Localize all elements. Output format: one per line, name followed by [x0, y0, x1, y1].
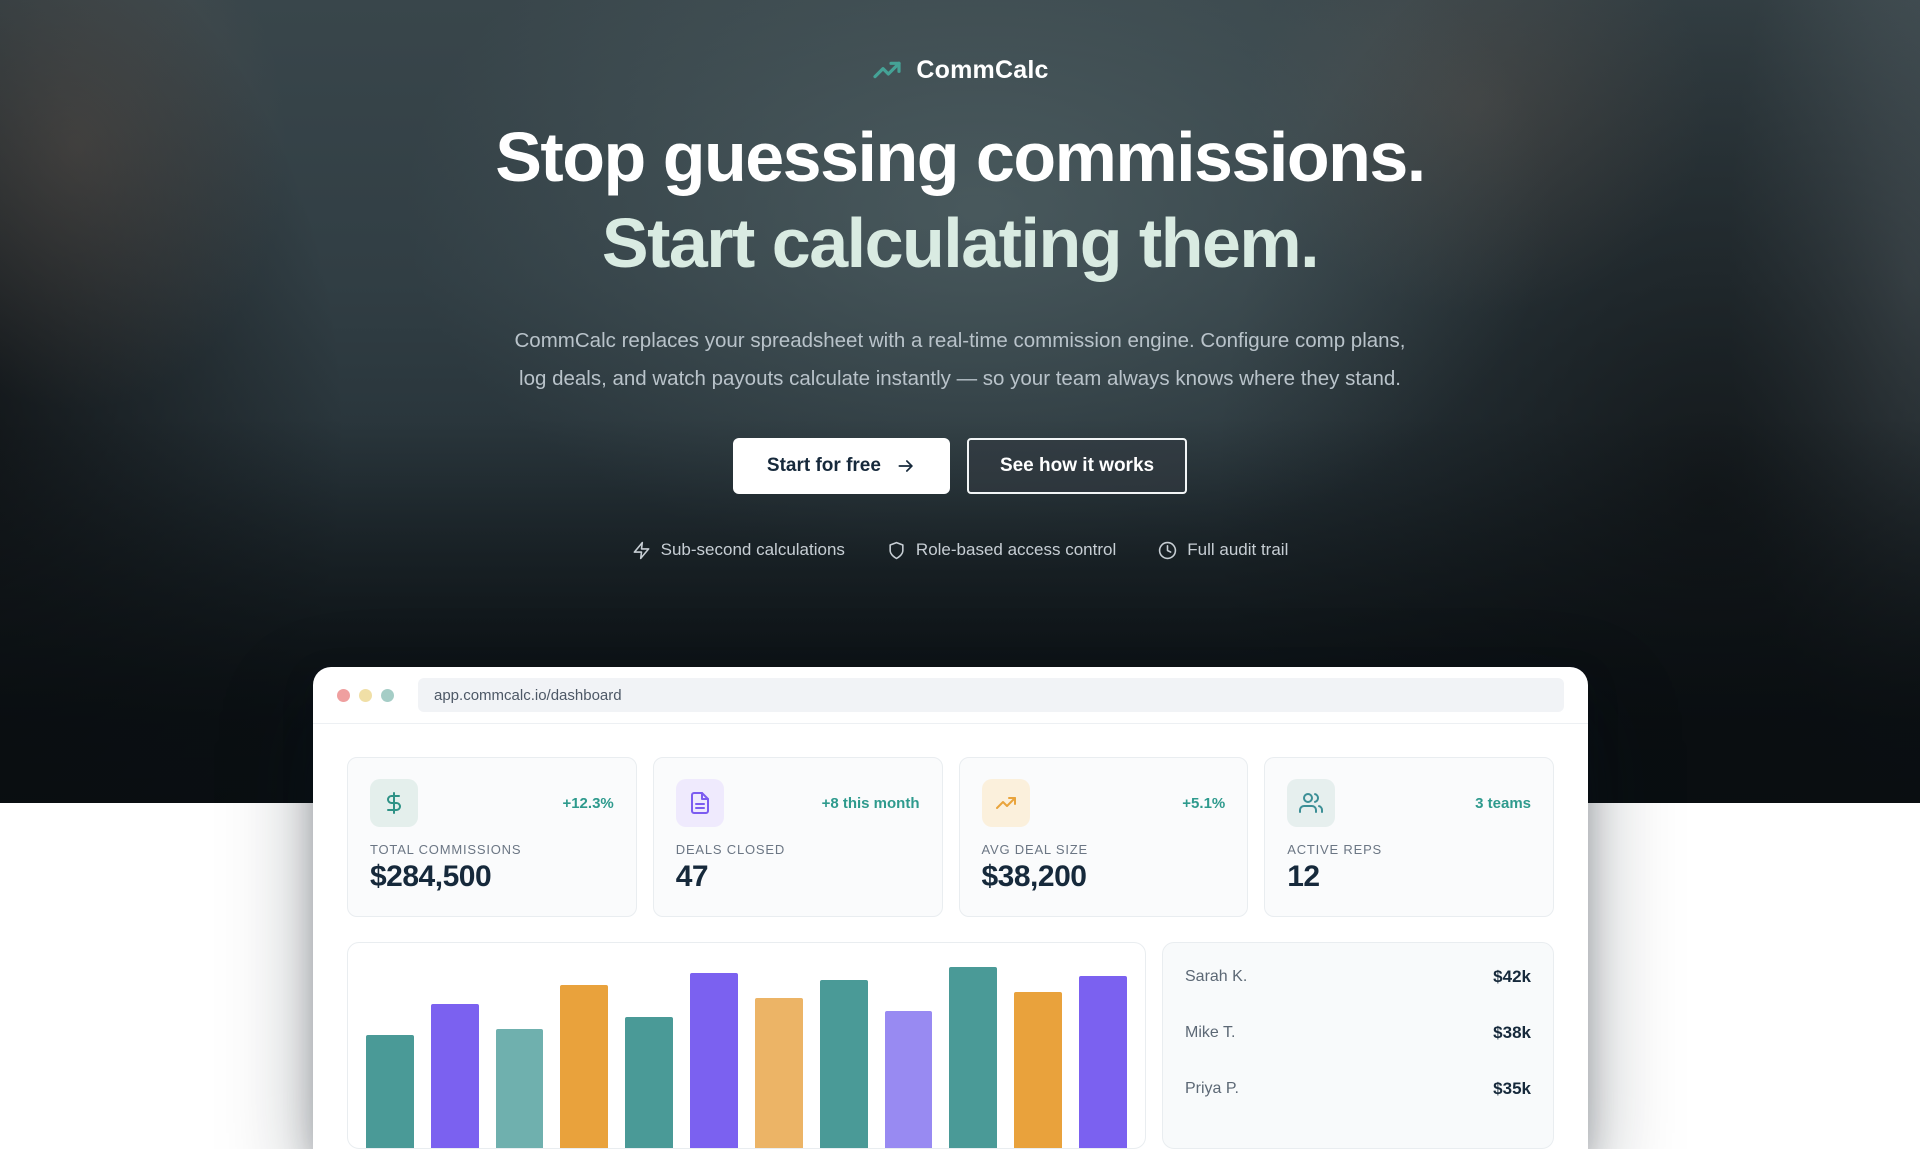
leaderboard-row: Priya P. $35k — [1185, 1061, 1531, 1117]
stat-card-top: +12.3% — [370, 779, 614, 827]
stat-card-top: +8 this month — [675, 779, 920, 827]
start-for-free-button[interactable]: Start for free — [732, 438, 950, 494]
stat-card-top: +5.1% — [981, 779, 1226, 827]
traffic-light-minimize-icon — [359, 688, 372, 702]
feature-list: Sub-second calculations Role-based acces… — [0, 540, 1920, 560]
brand-name: CommCalc — [916, 55, 1049, 84]
dashboard-mockup-window: app.commcalc.io/dashboard +12.3% TOTA — [313, 667, 1588, 1149]
stat-card-row: +12.3% TOTAL COMMISSIONS $284,500 — [347, 757, 1554, 917]
url-bar: app.commcalc.io/dashboard — [418, 678, 1564, 712]
stat-value: $284,500 — [370, 860, 492, 893]
browser-chrome: app.commcalc.io/dashboard — [313, 667, 1588, 724]
headline-line2: Start calculating them. — [601, 204, 1320, 282]
cta-row: Start for free See how it works — [0, 438, 1920, 494]
chart-bar — [690, 973, 738, 1148]
zap-icon — [633, 541, 650, 559]
leaderboard-row: Mike T. $38k — [1185, 1005, 1531, 1061]
stat-label: AVG DEAL SIZE — [981, 842, 1088, 857]
feature-sub-second: Sub-second calculations — [632, 540, 845, 560]
brand-logo[interactable]: CommCalc — [0, 54, 1920, 86]
arrow-right-icon — [898, 460, 913, 472]
hero-headline: Stop guessing commissions. Start calcula… — [0, 114, 1920, 286]
stat-change: +12.3% — [562, 794, 614, 812]
dashboard-content: +12.3% TOTAL COMMISSIONS $284,500 — [313, 724, 1588, 1149]
leaderboard-name: Sarah K. — [1185, 968, 1248, 985]
bar-chart — [366, 943, 1127, 1148]
traffic-lights — [337, 688, 394, 702]
stat-label: DEALS CLOSED — [675, 842, 786, 857]
stat-change: +5.1% — [1182, 794, 1226, 812]
stat-value: $38,200 — [981, 860, 1087, 893]
stat-card-avg-deal-size: +5.1% AVG DEAL SIZE $38,200 — [958, 757, 1249, 917]
leaderboard-value: $42k — [1493, 967, 1531, 986]
charts-row: Sarah K. $42k Mike T. $38k Priya P. $35k — [347, 942, 1554, 1149]
feature-audit-trail: Full audit trail — [1158, 540, 1288, 560]
users-icon — [1287, 779, 1336, 827]
chart-bar — [430, 1004, 479, 1148]
traffic-light-close-icon — [337, 688, 350, 702]
shield-icon — [889, 541, 904, 559]
chart-bar — [949, 967, 998, 1148]
stat-card-active-reps: 3 teams ACTIVE REPS 12 — [1264, 757, 1554, 917]
chart-bar — [625, 1017, 674, 1148]
hero-content: CommCalc Stop guessing commissions. Star… — [0, 0, 1920, 560]
bar-chart-card — [347, 942, 1146, 1149]
hero-subtitle: CommCalc replaces your spreadsheet with … — [514, 329, 1406, 390]
leaderboard-name: Priya P. — [1185, 1080, 1239, 1097]
document-icon — [675, 779, 724, 827]
feature-access-control: Role-based access control — [887, 540, 1116, 560]
see-how-it-works-button[interactable]: See how it works — [966, 438, 1188, 494]
stat-card-deals-closed: +8 this month DEALS CLOSED 47 — [652, 757, 943, 917]
headline-line1: Stop guessing commissions. — [495, 118, 1426, 196]
trending-up-icon — [981, 779, 1030, 827]
leaderboard-name: Mike T. — [1185, 1024, 1236, 1041]
traffic-light-expand-icon — [381, 688, 394, 702]
chart-bar — [1079, 976, 1127, 1148]
stat-change: 3 teams — [1475, 794, 1531, 812]
leaderboard-value: $38k — [1493, 1023, 1531, 1042]
leaderboard-card: Sarah K. $42k Mike T. $38k Priya P. $35k — [1162, 942, 1554, 1149]
stat-label: TOTAL COMMISSIONS — [370, 842, 522, 857]
stat-change: +8 this month — [821, 794, 920, 812]
chart-bar — [560, 985, 609, 1148]
chart-bar — [366, 1035, 414, 1148]
clock-icon — [1159, 541, 1177, 559]
trending-up-logo-icon — [873, 61, 901, 79]
chart-bar — [1014, 992, 1063, 1148]
stat-value: 47 — [675, 860, 709, 893]
feature-label: Role-based access control — [915, 540, 1117, 559]
dollar-icon — [370, 779, 418, 827]
stat-card-total-commissions: +12.3% TOTAL COMMISSIONS $284,500 — [347, 757, 637, 917]
stat-card-top: 3 teams — [1287, 779, 1531, 827]
leaderboard-value: $35k — [1493, 1079, 1531, 1098]
chart-bar — [495, 1029, 544, 1148]
leaderboard-row: Sarah K. $42k — [1185, 949, 1531, 1005]
stat-label: ACTIVE REPS — [1287, 842, 1383, 857]
start-for-free-label: Start for free — [766, 455, 881, 476]
stat-value: 12 — [1287, 860, 1320, 893]
feature-label: Sub-second calculations — [660, 540, 845, 559]
chart-bar — [819, 980, 868, 1148]
feature-label: Full audit trail — [1187, 540, 1289, 559]
chart-bar — [754, 998, 803, 1148]
